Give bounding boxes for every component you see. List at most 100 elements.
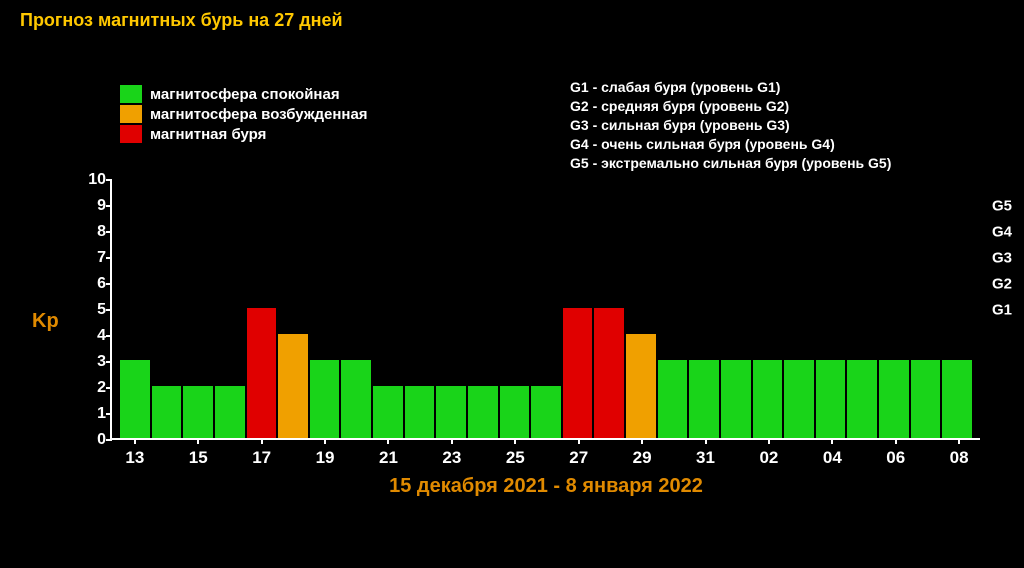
legend-item-calm: магнитосфера спокойная [120, 85, 368, 103]
y-tick-label: 9 [82, 197, 106, 215]
x-tick-mark [768, 438, 770, 444]
x-tick-label: 23 [442, 448, 461, 468]
chart: Kp 15 декабря 2021 - 8 января 2022 01234… [70, 170, 990, 500]
bar [373, 386, 403, 438]
date-range: 15 декабря 2021 - 8 января 2022 [112, 475, 980, 498]
bars-container [120, 180, 972, 438]
legend-item-excited: магнитосфера возбужденная [120, 105, 368, 123]
y-tick-mark [106, 361, 112, 363]
x-tick-label: 08 [950, 448, 969, 468]
legend-swatch-calm [120, 85, 142, 103]
x-tick-label: 13 [125, 448, 144, 468]
g-scale-2: G2 - средняя буря (уровень G2) [570, 97, 891, 116]
x-tick-label: 17 [252, 448, 271, 468]
bar [626, 334, 656, 438]
legend-swatch-excited [120, 105, 142, 123]
y-tick-label: 5 [82, 301, 106, 319]
right-axis-label: G3 [992, 250, 1012, 267]
y-axis-label: Kp [32, 310, 59, 333]
x-tick-label: 25 [506, 448, 525, 468]
bar [183, 386, 213, 438]
x-tick-mark [831, 438, 833, 444]
bar [531, 386, 561, 438]
x-tick-label: 27 [569, 448, 588, 468]
legend-label-storm: магнитная буря [150, 126, 266, 143]
y-tick-mark [106, 231, 112, 233]
y-tick-mark [106, 205, 112, 207]
x-tick-mark [387, 438, 389, 444]
x-tick-mark [451, 438, 453, 444]
legend-item-storm: магнитная буря [120, 125, 368, 143]
y-tick-mark [106, 283, 112, 285]
bar [310, 360, 340, 438]
y-tick-label: 4 [82, 327, 106, 345]
y-tick-label: 10 [82, 171, 106, 189]
legend-right: G1 - слабая буря (уровень G1) G2 - средн… [570, 78, 891, 172]
legend-left: магнитосфера спокойная магнитосфера возб… [120, 85, 368, 145]
g-scale-1: G1 - слабая буря (уровень G1) [570, 78, 891, 97]
x-tick-label: 31 [696, 448, 715, 468]
y-tick-mark [106, 413, 112, 415]
bar [753, 360, 783, 438]
x-tick-label: 29 [633, 448, 652, 468]
y-tick-label: 3 [82, 353, 106, 371]
bar [784, 360, 814, 438]
bar [120, 360, 150, 438]
y-tick-label: 2 [82, 379, 106, 397]
x-tick-mark [705, 438, 707, 444]
bar [436, 386, 466, 438]
x-tick-mark [324, 438, 326, 444]
x-tick-label: 06 [886, 448, 905, 468]
right-axis-label: G1 [992, 302, 1012, 319]
y-tick-mark [106, 179, 112, 181]
y-tick-mark [106, 309, 112, 311]
bar [468, 386, 498, 438]
bar [341, 360, 371, 438]
x-tick-label: 04 [823, 448, 842, 468]
bar [942, 360, 972, 438]
y-tick-mark [106, 387, 112, 389]
bar [405, 386, 435, 438]
g-scale-3: G3 - сильная буря (уровень G3) [570, 116, 891, 135]
x-tick-mark [578, 438, 580, 444]
bar [500, 386, 530, 438]
legend-label-calm: магнитосфера спокойная [150, 86, 340, 103]
x-tick-label: 02 [759, 448, 778, 468]
y-tick-mark [106, 335, 112, 337]
plot-area: 15 декабря 2021 - 8 января 2022 01234567… [110, 180, 980, 440]
bar [278, 334, 308, 438]
bar [247, 308, 277, 438]
y-tick-label: 6 [82, 275, 106, 293]
page-title: Прогноз магнитных бурь на 27 дней [0, 0, 1024, 31]
x-tick-label: 15 [189, 448, 208, 468]
x-tick-mark [197, 438, 199, 444]
bar [152, 386, 182, 438]
bar [911, 360, 941, 438]
y-tick-label: 8 [82, 223, 106, 241]
bar [816, 360, 846, 438]
bar [594, 308, 624, 438]
y-tick-mark [106, 257, 112, 259]
bar [563, 308, 593, 438]
legend-swatch-storm [120, 125, 142, 143]
bar [847, 360, 877, 438]
g-scale-4: G4 - очень сильная буря (уровень G4) [570, 135, 891, 154]
bar [689, 360, 719, 438]
x-tick-mark [895, 438, 897, 444]
bar [721, 360, 751, 438]
y-tick-label: 1 [82, 405, 106, 423]
right-axis-label: G5 [992, 198, 1012, 215]
right-axis-label: G4 [992, 224, 1012, 241]
right-axis-label: G2 [992, 276, 1012, 293]
bar [215, 386, 245, 438]
y-tick-label: 0 [82, 431, 106, 449]
x-tick-label: 19 [316, 448, 335, 468]
y-tick-label: 7 [82, 249, 106, 267]
x-tick-mark [958, 438, 960, 444]
x-tick-label: 21 [379, 448, 398, 468]
x-tick-mark [134, 438, 136, 444]
legend-label-excited: магнитосфера возбужденная [150, 106, 368, 123]
y-tick-mark [106, 439, 112, 441]
bar [879, 360, 909, 438]
x-tick-mark [514, 438, 516, 444]
